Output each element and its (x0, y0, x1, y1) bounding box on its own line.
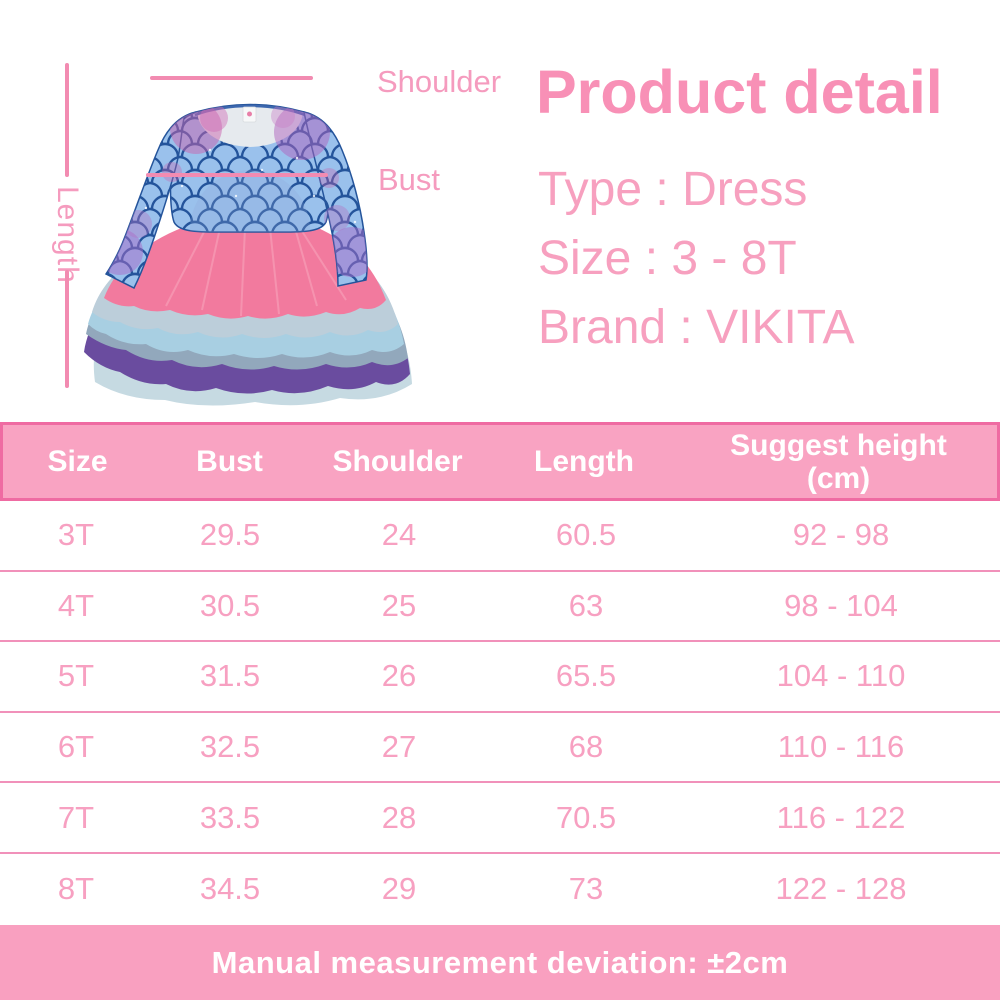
header-cell-suggest-height: Suggest height (cm) (680, 429, 997, 495)
suggest-height-label: Suggest height (730, 428, 947, 462)
table-cell: 8T (57, 871, 95, 907)
header-cell-size: Size (47, 444, 108, 478)
product-brand-line: Brand : VIKITA (538, 301, 855, 354)
page-title: Product detail (536, 58, 943, 126)
table-cell: 104 - 110 (776, 658, 906, 694)
table-cell: 65.5 (555, 658, 617, 694)
table-cell: 31.5 (199, 658, 261, 694)
table-cell: 73 (568, 871, 604, 907)
size-chart-header: Size Bust Shoulder Length Suggest height… (0, 422, 1000, 501)
brand-tag-mark (247, 111, 252, 117)
measurement-note-bar: Manual measurement deviation: ±2cm (0, 925, 1000, 1000)
skirt-pink-layer (104, 224, 386, 319)
table-row: 4T 30.5 25 63 98 - 104 (0, 572, 1000, 643)
table-cell: 116 - 122 (776, 799, 906, 835)
table-cell: 29 (381, 871, 417, 907)
product-type-line: Type : Dress (538, 163, 808, 216)
shoulder-label: Shoulder (377, 64, 502, 99)
bust-label: Bust (378, 162, 441, 197)
table-cell: 26 (381, 658, 417, 694)
header-cell-length: Length (534, 444, 634, 478)
skirt-fold-lines (165, 227, 347, 317)
table-cell: 33.5 (199, 799, 261, 835)
table-cell: 92 - 98 (792, 517, 890, 553)
table-cell: 110 - 116 (777, 729, 905, 765)
shoulder-measure-line (150, 76, 313, 80)
table-row: 3T 29.5 24 60.5 92 - 98 (0, 501, 1000, 572)
bust-measure-line (146, 173, 328, 177)
table-row: 7T 33.5 28 70.5 116 - 122 (0, 783, 1000, 854)
table-cell: 28 (381, 799, 417, 835)
table-cell: 4T (57, 587, 95, 623)
measurement-note: Manual measurement deviation: ±2cm (211, 944, 789, 980)
table-cell: 34.5 (199, 871, 261, 907)
dress-photo (84, 103, 412, 406)
header-cell-shoulder: Shoulder (332, 444, 463, 478)
table-row: 8T 34.5 29 73 122 - 128 (0, 854, 1000, 925)
table-cell: 24 (381, 517, 417, 553)
table-cell: 30.5 (199, 587, 261, 623)
table-cell: 3T (57, 517, 95, 553)
suggest-height-sublabel: (cm) (806, 461, 871, 495)
table-cell: 7T (57, 799, 95, 835)
table-row: 5T 31.5 26 65.5 104 - 110 (0, 642, 1000, 713)
table-cell: 5T (57, 658, 95, 694)
table-cell: 63 (568, 587, 604, 623)
table-cell: 70.5 (555, 799, 617, 835)
table-cell: 32.5 (199, 729, 261, 765)
length-measure-line-bottom (65, 270, 69, 388)
size-chart: 3T 29.5 24 60.5 92 - 98 4T 30.5 25 63 98… (0, 501, 1000, 925)
table-cell: 25 (381, 587, 417, 623)
table-cell: 68 (568, 729, 604, 765)
table-cell: 122 - 128 (775, 871, 907, 907)
length-label: Length (51, 186, 84, 284)
header-cell-bust: Bust (196, 444, 263, 478)
table-cell: 29.5 (199, 517, 261, 553)
length-measure-line-top (65, 63, 69, 177)
product-size-line: Size : 3 - 8T (538, 232, 797, 285)
table-cell: 27 (381, 729, 417, 765)
table-cell: 60.5 (555, 517, 617, 553)
table-cell: 98 - 104 (784, 587, 898, 623)
table-cell: 6T (57, 729, 95, 765)
sparkles (144, 148, 357, 224)
table-row: 6T 32.5 27 68 110 - 116 (0, 713, 1000, 784)
